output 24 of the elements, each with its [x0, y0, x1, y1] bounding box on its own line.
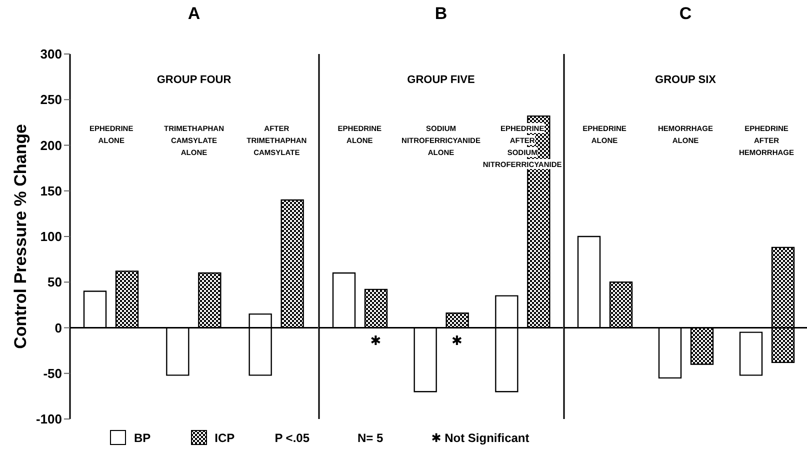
- annotation: ✱: [452, 332, 463, 348]
- y-tick-label: 300: [40, 46, 62, 62]
- y-tick-label: 50: [48, 274, 62, 290]
- y-tick-label: 100: [40, 229, 62, 244]
- chart-title: A: [186, 4, 202, 24]
- legend-label: BP: [134, 430, 151, 444]
- text: GROUP FOUR: [156, 74, 232, 86]
- text: P <.05: [274, 430, 310, 444]
- chart-title: C: [678, 4, 693, 24]
- annotation: ✱: [370, 332, 382, 348]
- y-tick-label: -50: [43, 366, 62, 381]
- text: ✱ Not Significant: [431, 430, 530, 444]
- text: GROUP SIX: [654, 74, 717, 86]
- bar: [739, 332, 763, 376]
- legend-label: ICP: [214, 430, 235, 444]
- y-tick-label: 250: [40, 92, 62, 108]
- y-axis-title: Control Pressure % Change: [11, 124, 30, 349]
- text: N= 5: [358, 430, 384, 444]
- y-tick-label: 150: [40, 183, 62, 198]
- y-tick-label: -100: [36, 412, 62, 427]
- y-tick-label: 0: [54, 320, 62, 336]
- text: GROUP FIVE: [406, 74, 476, 86]
- y-tick-label: 200: [40, 138, 62, 153]
- chart-title: B: [434, 4, 448, 24]
